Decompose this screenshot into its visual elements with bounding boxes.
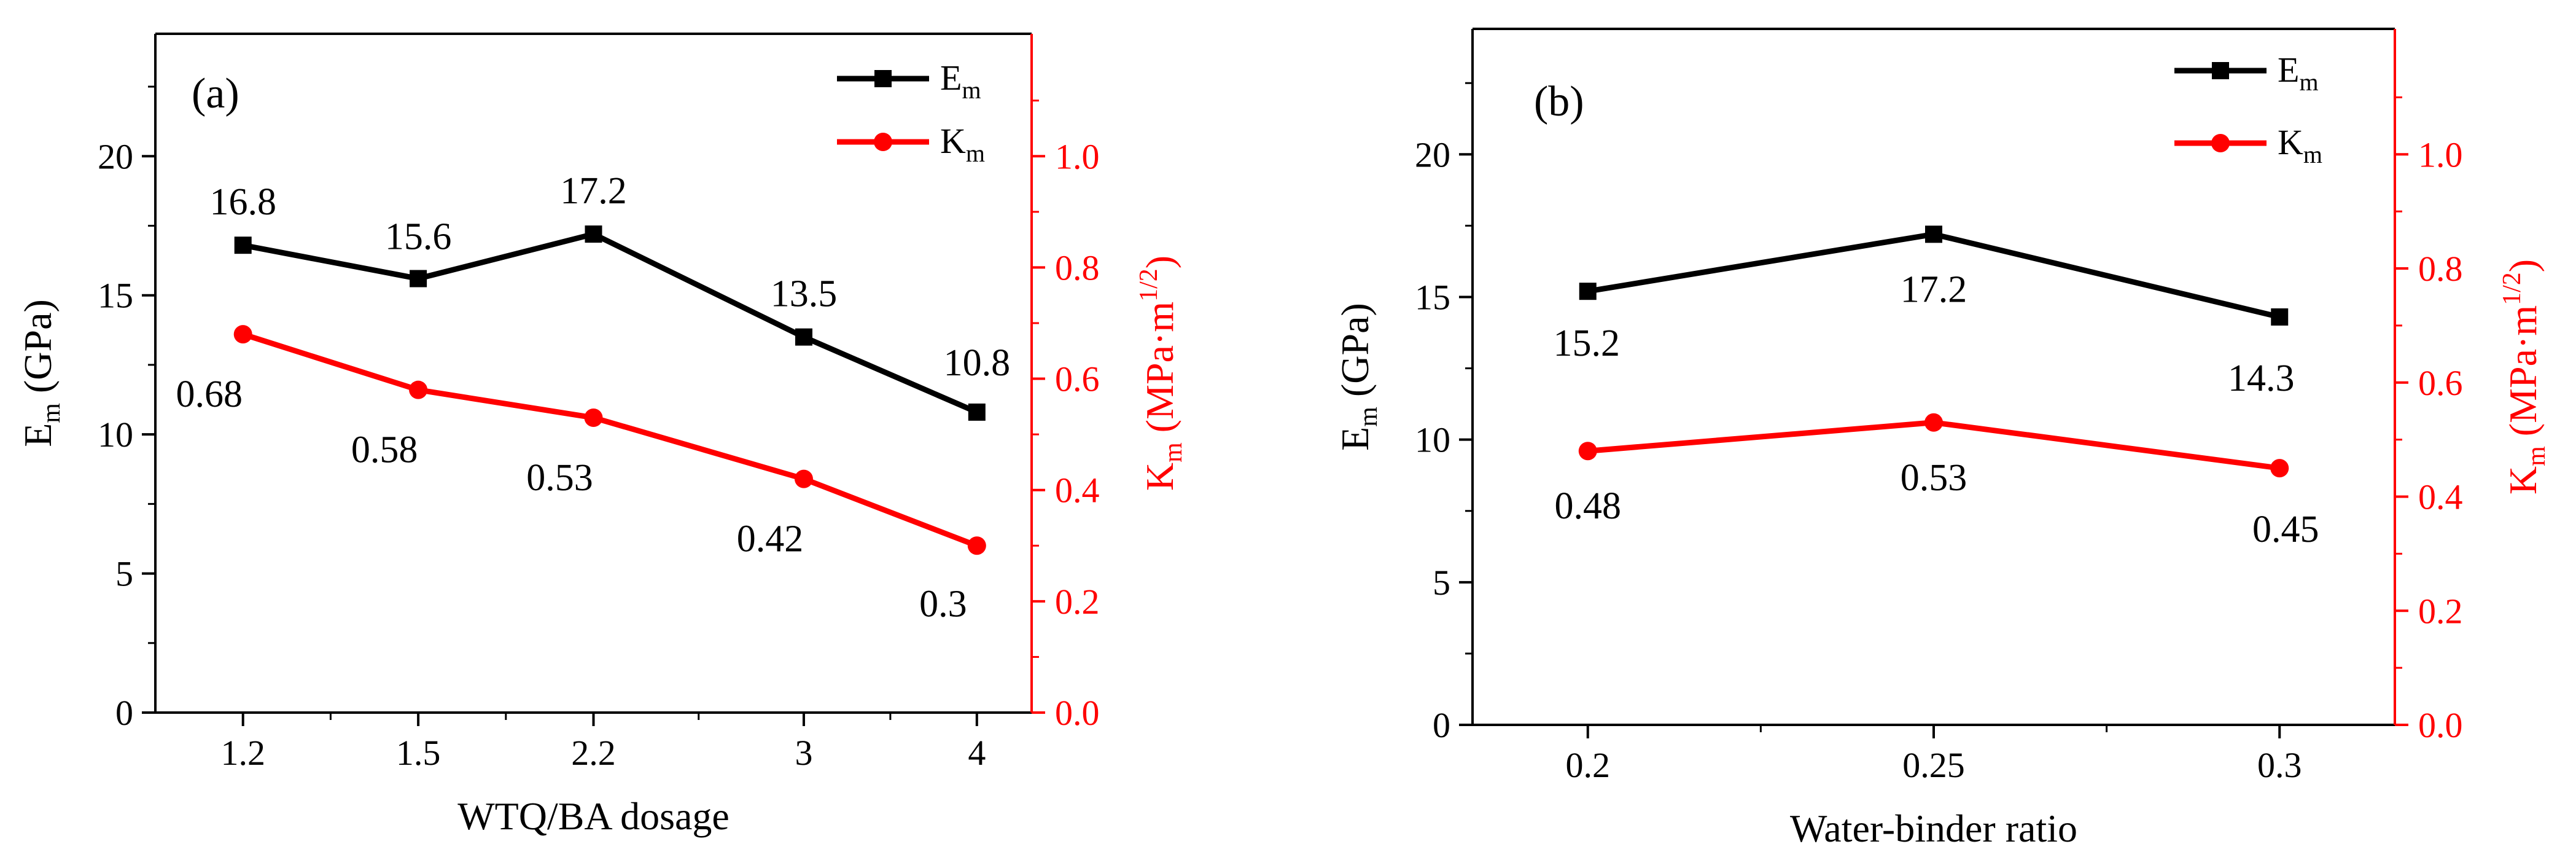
x-axis-label: WTQ/BA dosage (457, 794, 730, 838)
data-label: 0.3 (919, 583, 967, 625)
data-point (794, 469, 813, 488)
legend-marker (874, 70, 892, 87)
data-point (1578, 442, 1597, 461)
data-point (410, 270, 427, 287)
y2-tick-label: 0.0 (2418, 705, 2463, 745)
y2-tick-label: 0.2 (2418, 591, 2463, 631)
y-tick-label: 20 (1415, 135, 1450, 174)
legend-marker (2212, 62, 2229, 79)
y2-tick-label: 0.8 (1055, 248, 1100, 287)
panel-label: (a) (192, 70, 239, 117)
x-tick-label: 1.5 (396, 733, 441, 773)
y2-tick-label: 0.0 (1055, 693, 1100, 733)
data-label: 0.45 (2252, 509, 2319, 550)
series-line-Em (242, 231, 978, 415)
legend-marker (2211, 134, 2230, 152)
data-point (1579, 283, 1597, 300)
x-tick-label: 4 (968, 733, 986, 773)
y-tick-label: 5 (1433, 563, 1450, 603)
y-tick-label: 0 (1433, 705, 1450, 745)
legend-label: Em (940, 58, 981, 104)
y2-tick-label: 0.6 (2418, 363, 2463, 403)
x-tick-label: 1.2 (220, 733, 265, 773)
data-label: 0.42 (737, 518, 804, 560)
data-label: 14.3 (2228, 358, 2295, 399)
data-point (2271, 308, 2289, 326)
panel-label: (b) (1534, 78, 1584, 125)
y-tick-label: 15 (1415, 277, 1450, 317)
legend-marker (874, 133, 892, 151)
data-point (409, 380, 428, 399)
x-tick-label: 3 (795, 733, 812, 773)
y-axis-label: Em (GPa) (16, 299, 66, 447)
data-label: 0.68 (176, 373, 243, 415)
y2-tick-label: 0.8 (2418, 249, 2463, 289)
y2-tick-label: 0.2 (1055, 582, 1100, 622)
x-axis-label: Water-binder ratio (1790, 807, 2077, 850)
data-label: 17.2 (560, 170, 627, 212)
y2-axis-label: Km (MPa·m1/2) (1135, 256, 1188, 491)
x-tick-label: 0.3 (2257, 745, 2302, 785)
data-label: 16.8 (209, 181, 276, 223)
data-label: 10.8 (944, 342, 1011, 384)
x-tick-label: 2.2 (571, 733, 616, 773)
data-point (585, 225, 602, 243)
y-tick-label: 5 (115, 554, 133, 594)
data-label: 0.48 (1555, 485, 1622, 527)
y-tick-label: 10 (98, 415, 133, 455)
data-label: 13.5 (771, 273, 838, 315)
data-label: 0.53 (1901, 457, 1967, 499)
data-label: 15.6 (385, 216, 452, 258)
y-tick-label: 10 (1415, 420, 1450, 460)
chart-panel-a: 0 5 10 15 20 0.0 0.2 0.4 0.6 0.8 1.0 1.2 1.5 2.2 3 4 WTQ… (16, 33, 1188, 838)
data-point (795, 328, 812, 346)
data-point (1925, 225, 1942, 243)
data-point (2270, 459, 2289, 478)
y2-tick-label: 1.0 (1055, 136, 1100, 176)
x-tick-label: 0.2 (1566, 745, 1611, 785)
y-tick-label: 0 (115, 693, 133, 733)
x-tick-label: 0.25 (1902, 745, 1965, 785)
y-tick-label: 20 (98, 136, 133, 176)
data-point (1924, 413, 1943, 432)
data-point (234, 237, 252, 254)
data-point (233, 325, 252, 344)
data-point (584, 408, 603, 427)
legend-label: Em (2278, 50, 2319, 96)
legend-label: Km (2278, 122, 2322, 168)
data-point (968, 403, 986, 421)
y-tick-label: 15 (98, 276, 133, 316)
y2-tick-label: 0.4 (1055, 471, 1100, 510)
y2-tick-label: 0.6 (1055, 359, 1100, 399)
data-label: 0.58 (351, 429, 418, 471)
data-label: 15.2 (1554, 323, 1621, 364)
y-axis-label: Em (GPa) (1333, 303, 1383, 451)
y2-tick-label: 0.4 (2418, 477, 2463, 517)
data-label: 0.53 (526, 457, 593, 499)
legend-label: Km (940, 121, 985, 167)
data-label: 17.2 (1901, 268, 1967, 310)
y2-tick-label: 1.0 (2418, 135, 2463, 174)
chart-panel-b: 0 5 10 15 20 0.0 0.2 0.4 0.6 0.8 1.0 0.2 0.25 0.3 Wate… (1333, 28, 2551, 850)
y2-axis-label: Km (MPa·m1/2) (2498, 259, 2551, 495)
data-point (967, 536, 986, 555)
